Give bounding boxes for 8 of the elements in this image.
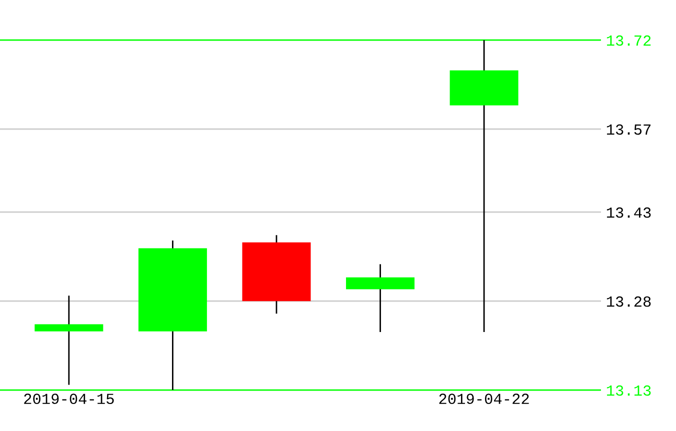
y-tick-label: 13.57 (606, 124, 650, 135)
y-tick-label: 13.28 (606, 296, 651, 307)
y-tick-label: 13.72 (606, 35, 651, 46)
y-tick-label: 13.13 (606, 385, 651, 396)
y-tick-label: 13.43 (606, 207, 651, 218)
candlestick (34, 296, 104, 385)
x-tick-label: 2019-04-22 (439, 394, 529, 404)
x-tick-label: 2019-04-15 (24, 394, 114, 404)
